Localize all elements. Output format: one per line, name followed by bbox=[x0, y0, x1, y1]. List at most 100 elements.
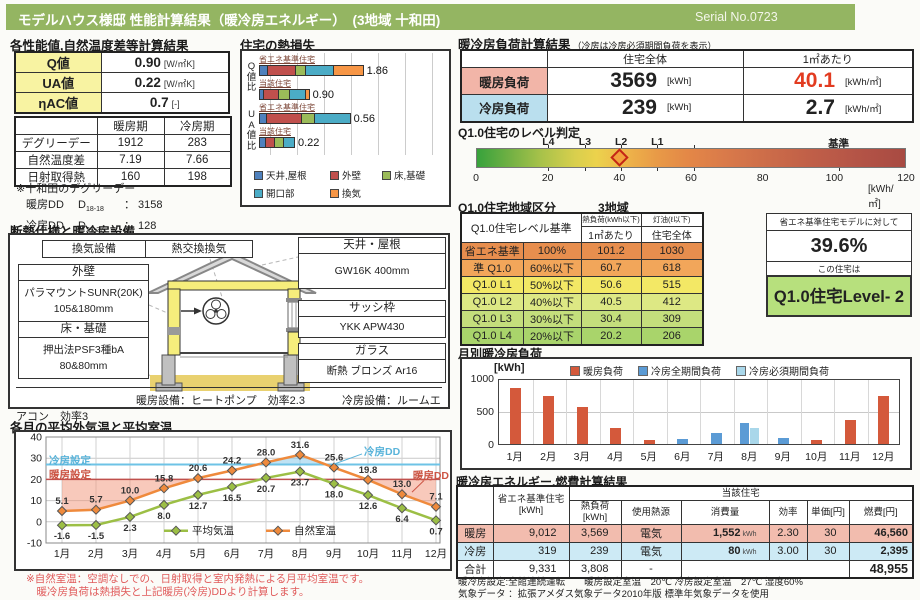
bar-segment bbox=[275, 137, 284, 148]
dd-line: 冷房DD D27-27 ： 128 bbox=[16, 219, 163, 238]
floor-material: 押出法PSF3種bA bbox=[42, 344, 125, 356]
region-per-m2: 30.4 bbox=[580, 309, 642, 328]
legend-label: 外壁 bbox=[342, 171, 362, 182]
scale-tick-label: 40 bbox=[613, 172, 626, 184]
month-label: 12月 bbox=[872, 451, 895, 463]
month-label: 5月 bbox=[640, 451, 657, 463]
bar-segment bbox=[263, 89, 280, 100]
gridline-500 bbox=[499, 412, 899, 413]
month-gridline bbox=[700, 380, 701, 444]
month-gridline bbox=[666, 380, 668, 444]
gradient-scale-bar bbox=[476, 148, 906, 168]
load-bar bbox=[878, 396, 890, 444]
heating-setpoint-label: 暖房設定 bbox=[49, 468, 91, 481]
bar-segment bbox=[259, 137, 266, 148]
legend-swatch bbox=[254, 170, 263, 180]
energy-header-row2: 熱負荷[kWh] 使用熱源 消費量 効率 単価[円] 燃費[円] bbox=[457, 499, 914, 525]
season-header-row: 暖房期 冷房期 bbox=[14, 116, 232, 135]
indoor-temp-value-label: 13.0 bbox=[393, 479, 412, 490]
ceiling-beam bbox=[167, 280, 301, 291]
axis-char: A bbox=[248, 119, 255, 131]
outdoor-temp-value-label: 16.5 bbox=[223, 493, 242, 504]
glass-spec-label: ガラス bbox=[298, 343, 446, 360]
outdoor-temp-value-label: 12.7 bbox=[189, 501, 208, 512]
region-row: 準 Q1.0 60%以下 60.7 618 bbox=[460, 258, 704, 277]
region-level-label: Q1.0 L2 bbox=[460, 292, 524, 311]
energy-source: 電気 bbox=[620, 523, 682, 543]
fan-blade-3 bbox=[216, 309, 227, 319]
season-table-el: 暖房期 冷房期 デグリーデー 1912 283 自然温度差 7.19 7.66 日射取得熱 160… bbox=[14, 116, 232, 187]
load-row-label: 暖房負荷 bbox=[460, 67, 548, 95]
energy-consumption: 1,552 kWh bbox=[680, 523, 770, 543]
y-tick-label: 1000 bbox=[470, 373, 494, 385]
outdoor-temp-value-label: 2.3 bbox=[123, 523, 136, 534]
season-row: 日射取得熱 160 198 bbox=[14, 168, 232, 187]
stacked-bar bbox=[259, 89, 310, 100]
energy-efficiency: 2.30 bbox=[768, 523, 808, 543]
outdoor-temp-value-label: -1.6 bbox=[54, 531, 70, 542]
wall-thickness: 105&180mm bbox=[53, 303, 114, 315]
load-result-subtitle: （冷房は冷房必須期間負荷を表示） bbox=[572, 41, 717, 51]
monthly-load-chart: [kWh] 暖房負荷 冷房全期間負荷 冷房必須期間負荷 0 500 1000 1月 2月 3月 4月… bbox=[460, 357, 912, 470]
monthly-plot bbox=[498, 379, 900, 445]
legend-label: 暖房負荷 bbox=[583, 367, 623, 378]
foundation-left bbox=[161, 354, 176, 386]
scale-marker-label: L3 bbox=[578, 136, 592, 148]
load-result-title: 暖冷房負荷計算結果 （冷房は冷房必須期間負荷を表示） bbox=[458, 34, 717, 53]
legend-item: 暖房負荷 bbox=[570, 363, 623, 378]
region-whole: 618 bbox=[640, 258, 704, 277]
indoor-temp-marker bbox=[430, 501, 442, 512]
month-label: 11月 bbox=[391, 548, 412, 560]
outdoor-temp-value-label: 20.7 bbox=[257, 484, 276, 495]
region-percent: 20%以下 bbox=[522, 326, 582, 345]
indoor-temp-value-label: 20.6 bbox=[189, 463, 208, 474]
ceiling-spec-value: GW16K 400mm bbox=[298, 253, 446, 289]
load-bar bbox=[844, 420, 856, 444]
load-bar bbox=[576, 407, 588, 444]
bar-segment bbox=[259, 65, 268, 76]
month-label: 7月 bbox=[707, 451, 724, 463]
legend-label: 天井,屋根 bbox=[266, 171, 307, 182]
sash-spec-box: サッシ枠 YKK APW430 bbox=[298, 300, 446, 338]
month-label: 3月 bbox=[573, 451, 590, 463]
load-row: 暖房負荷 3569 [kWh] 40.1 [kWh/㎡] bbox=[460, 67, 914, 95]
metric-number: 0.22 bbox=[134, 75, 161, 90]
energy-price: 30 bbox=[806, 523, 850, 543]
monthly-legend: 暖房負荷 冷房全期間負荷 冷房必須期間負荷 bbox=[570, 363, 829, 378]
bar-row: 1.86 bbox=[259, 64, 447, 77]
region-whole: 515 bbox=[640, 275, 704, 294]
load-per-value: 2.7 bbox=[742, 94, 843, 122]
load-col-whole: 住宅全体 bbox=[546, 49, 744, 68]
scale-marker-label: L4 bbox=[542, 136, 555, 148]
load-per-unit: [kWh/㎡] bbox=[843, 67, 914, 95]
legend-item: 開口部 bbox=[254, 186, 330, 200]
indoor-temp-line bbox=[61, 453, 437, 513]
temperature-chart: -10 0 10 20 30 40 1月 2月 3月 4月 5月 6月 7月 8月 9月 10月 11月 12月 5… bbox=[14, 430, 452, 571]
region-level-label: Q1.0 L4 bbox=[460, 326, 524, 345]
region-percent: 100% bbox=[522, 241, 582, 260]
energy-row: 合計 9,331 3,808- 48,955 bbox=[456, 559, 914, 579]
legend-swatch bbox=[330, 170, 339, 180]
cooling-dd-label: 冷房DD bbox=[364, 445, 401, 458]
bar-segment bbox=[283, 137, 295, 148]
axis-char: U bbox=[248, 109, 255, 120]
region-percent: 30%以下 bbox=[522, 309, 582, 328]
legend-swatch bbox=[570, 365, 580, 376]
load-bar bbox=[811, 440, 823, 444]
load-whole-unit: [kWh] bbox=[665, 94, 744, 122]
month-label: 5月 bbox=[190, 548, 206, 560]
stacked-bar bbox=[259, 113, 351, 124]
load-col-per: 1㎡あたり bbox=[742, 49, 914, 68]
region-level-label: 省エネ基準 bbox=[460, 241, 524, 260]
scale-tick-label: 60 bbox=[685, 172, 697, 184]
outdoor-temp-marker bbox=[430, 515, 442, 526]
bar-row: 0.90 bbox=[259, 88, 447, 101]
outdoor-temp-value-label: 0.7 bbox=[429, 526, 442, 537]
legend-label-outdoor: 平均気温 bbox=[192, 524, 234, 537]
region-whole: 206 bbox=[640, 326, 704, 345]
energy-std-value: 9,012 bbox=[492, 523, 570, 543]
floor-spec-label: 床・基礎 bbox=[18, 321, 149, 338]
bar-segment bbox=[259, 89, 264, 100]
dd-subscript: 18-18 bbox=[85, 206, 104, 214]
region-table-title: Q1.0住宅地域区分 3地域 bbox=[458, 199, 629, 216]
